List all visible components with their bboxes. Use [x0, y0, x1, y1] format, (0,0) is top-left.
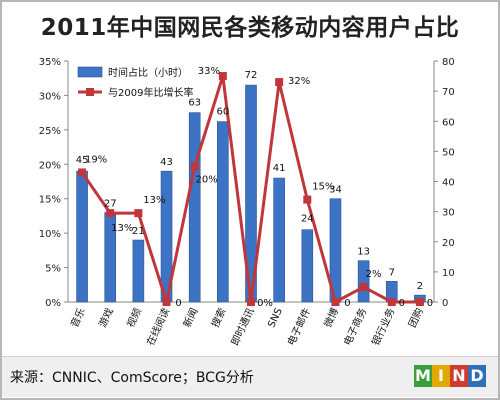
left-tick-label: 5%: [45, 264, 61, 275]
chart-title: 2011年中国网民各类移动内容用户占比: [40, 15, 460, 41]
logo-letter: I: [432, 365, 450, 387]
bar-value-label: 41: [273, 163, 286, 174]
right-tick-label: 30: [442, 208, 455, 219]
bar-value-label: 13: [357, 247, 370, 258]
growth-value-label: 0: [427, 298, 433, 309]
growth-marker-新闻: [190, 162, 199, 171]
left-tick-label: 30%: [39, 91, 61, 102]
growth-value-label: 13%: [111, 223, 133, 234]
right-tick-label: 40: [442, 178, 455, 189]
growth-value-label: 15%: [312, 182, 334, 193]
growth-value-label: 19%: [85, 154, 107, 165]
left-tick-label: 35%: [39, 57, 61, 68]
right-tick-label: 20: [442, 238, 455, 249]
category-label: 游戏: [96, 306, 116, 330]
left-tick-label: 25%: [39, 126, 61, 137]
bar-新闻: [188, 112, 201, 303]
category-label: SNS: [266, 307, 285, 330]
bar-value-label: 60: [216, 107, 229, 118]
logo-letter: M: [414, 365, 432, 387]
category-label: 电子商务: [341, 306, 370, 348]
legend-bar-swatch: [77, 66, 103, 78]
bar-value-label: 2: [417, 281, 423, 292]
growth-marker-即时通讯: [247, 298, 255, 306]
bar-value-label: 72: [245, 70, 258, 81]
growth-value-label: 2%: [366, 269, 382, 280]
logo-letter: N: [450, 365, 468, 387]
category-label: 微博: [321, 306, 341, 330]
growth-marker-搜索: [218, 72, 227, 81]
right-tick-label: 70: [442, 87, 455, 98]
right-tick-label: 80: [442, 57, 455, 68]
chart-area: 0%5%10%15%20%25%30%35%010203040506070804…: [39, 57, 455, 348]
left-tick-label: 20%: [39, 160, 61, 171]
bar-value-label: 24: [301, 214, 314, 225]
growth-marker-音乐: [78, 168, 87, 177]
legend-line-marker: [86, 88, 94, 96]
bar-value-label: 43: [160, 157, 173, 168]
legend-line-label: 与2009年比增长率: [108, 86, 193, 99]
bar-电子邮件: [301, 229, 314, 303]
growth-value-label: 0: [175, 298, 181, 309]
category-label: 团购: [405, 306, 425, 330]
left-tick-label: 10%: [39, 229, 61, 240]
bar-音乐: [76, 170, 88, 303]
bar-value-label: 63: [188, 98, 201, 109]
bar-视频: [132, 239, 145, 303]
growth-value-label: 20%: [196, 174, 218, 185]
growth-marker-SNS: [275, 78, 284, 87]
growth-value-label: 0: [399, 298, 405, 309]
category-label: 视频: [124, 306, 144, 330]
right-tick-label: 60: [442, 117, 455, 128]
category-label: 搜索: [208, 306, 228, 330]
right-tick-label: 10: [442, 268, 455, 279]
left-tick-label: 0%: [45, 298, 61, 309]
category-label: 在线阅读: [144, 306, 173, 348]
bar-搜索: [217, 121, 229, 303]
bar-value-label: 27: [104, 198, 117, 209]
growth-marker-在线阅读: [162, 298, 171, 306]
right-tick-label: 0: [442, 298, 448, 309]
bar-value-label: 21: [132, 226, 145, 237]
growth-value-label: 0%: [257, 298, 273, 309]
growth-marker-电子邮件: [303, 195, 312, 204]
growth-value-label: 13%: [143, 195, 165, 206]
bar-value-label: 34: [329, 185, 342, 196]
bar-SNS: [273, 177, 285, 303]
category-label: 电子邮件: [284, 306, 313, 348]
growth-value-label: 0: [344, 298, 350, 309]
bar-电子商务: [357, 260, 370, 303]
bar-value-label: 7: [389, 267, 395, 278]
category-label: 即时通讯: [229, 306, 257, 347]
growth-marker-微博: [331, 298, 340, 306]
growth-marker-游戏: [106, 209, 115, 218]
growth-value-label: 33%: [198, 66, 220, 77]
growth-marker-视频: [134, 209, 143, 218]
logo-letter: D: [468, 365, 486, 387]
category-label: 音乐: [68, 306, 88, 330]
source-note: 来源：CNNIC、ComScore；BCG分析: [10, 370, 254, 386]
growth-value-label: 32%: [288, 76, 310, 87]
right-tick-label: 50: [442, 147, 455, 158]
growth-marker-电子商务: [359, 282, 368, 291]
growth-marker-银行业务: [387, 298, 396, 306]
category-label: 新闻: [180, 306, 200, 330]
left-tick-label: 15%: [39, 195, 61, 206]
growth-marker-团购: [415, 298, 424, 306]
bar-value-label: 45: [76, 155, 89, 166]
legend-bar-label: 时间占比（小时）: [108, 66, 188, 79]
category-label: 银行业务: [369, 306, 398, 348]
